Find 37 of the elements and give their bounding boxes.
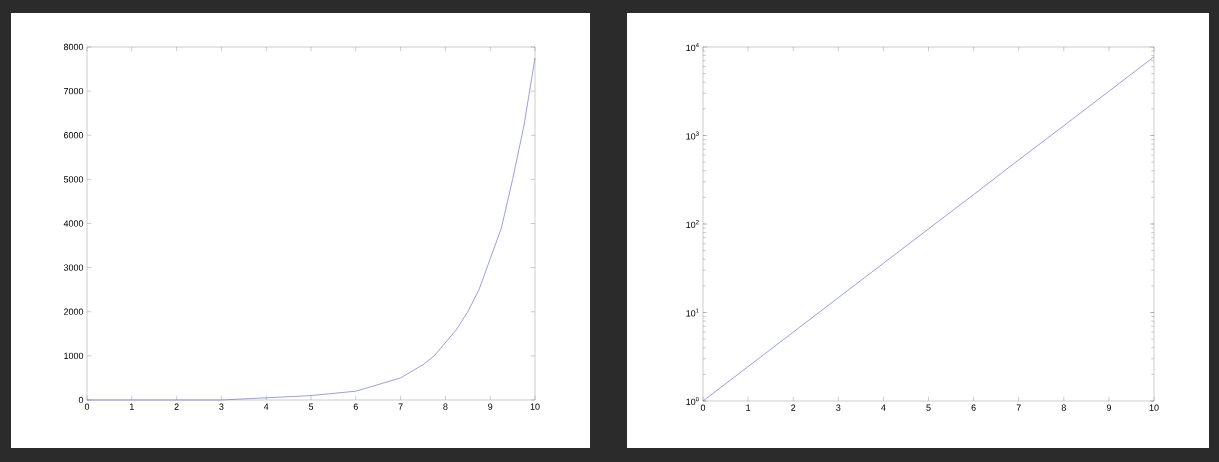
x-tick-label: 5 xyxy=(308,403,314,410)
y-tick-label: 7000 xyxy=(63,87,84,95)
x-tick-label: 1 xyxy=(130,403,134,410)
y-tick-label: 4000 xyxy=(63,220,84,227)
x-tick-label: 6 xyxy=(353,403,358,410)
x-tick-label: 8 xyxy=(1061,404,1066,411)
x-tick-label: 2 xyxy=(791,404,796,411)
y-tick-label: 10$^{1}$ xyxy=(686,308,699,317)
y-tick-label: 2000 xyxy=(63,308,84,315)
x-tick-label: 3 xyxy=(836,404,841,411)
y-tick-label: 1000 xyxy=(64,352,84,360)
y-tick-label: 5000 xyxy=(63,176,84,183)
x-tick-label: 10 xyxy=(530,403,540,410)
y-tick-label: 10$^{2}$ xyxy=(686,219,699,229)
x-tick-label: 8 xyxy=(443,403,448,410)
x-tick-label: 2 xyxy=(174,403,179,410)
x-tick-label: 4 xyxy=(263,403,269,410)
line-series xyxy=(702,56,1155,402)
y-tick-label: 10$^{3}$ xyxy=(686,131,699,140)
x-tick-label: 5 xyxy=(926,404,931,411)
x-tick-label: 1 xyxy=(746,404,751,411)
x-tick-label: 0 xyxy=(700,404,706,411)
x-tick-label: 7 xyxy=(1016,404,1021,411)
y-tick-label: 0 xyxy=(78,396,84,404)
x-tick-label: 0 xyxy=(84,403,90,410)
y-tick-label: 10$^{0}$ xyxy=(686,396,699,406)
y-tick-label: 6000 xyxy=(63,132,84,139)
x-tick-label: 10 xyxy=(1149,404,1159,411)
y-tick-label: 3000 xyxy=(63,264,84,271)
x-tick-label: 6 xyxy=(971,404,976,411)
x-tick-label: 4 xyxy=(881,404,886,411)
y-tick-label: 8000 xyxy=(63,43,84,51)
x-tick-label: 9 xyxy=(488,403,493,410)
x-tick-label: 7 xyxy=(398,403,403,410)
y-tick-label: 10$^{4}$ xyxy=(686,43,699,52)
x-tick-label: 3 xyxy=(219,403,224,410)
x-tick-label: 9 xyxy=(1106,404,1111,411)
